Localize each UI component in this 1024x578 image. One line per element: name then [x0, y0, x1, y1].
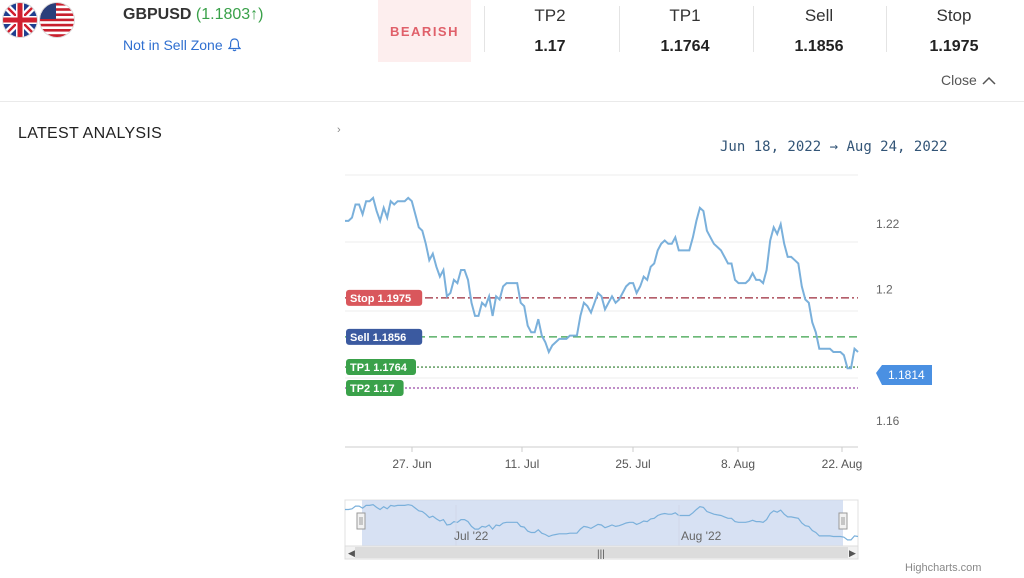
level-label: Sell 1.1856 [350, 332, 406, 344]
credits[interactable]: Highcharts.com [905, 562, 982, 574]
divider [619, 6, 620, 52]
stat-sell: Sell 1.1856 [759, 0, 879, 56]
level-label: TP1 1.1764 [350, 362, 408, 374]
date-range-arrow: → [829, 139, 839, 155]
date-range-to: Aug 24, 2022 [846, 139, 948, 155]
level-label: Stop 1.1975 [350, 293, 411, 305]
stat-value: 1.1975 [929, 38, 979, 55]
bell-icon [227, 38, 241, 52]
stat-label: Sell [804, 6, 834, 25]
chevron-right-icon[interactable]: › [337, 124, 341, 136]
current-price-flag: 1.1814 [876, 365, 932, 385]
y-tick-label: 1.22 [876, 217, 900, 231]
level-badge-stop [346, 289, 423, 306]
navigator-selection[interactable] [362, 500, 843, 546]
divider [886, 6, 887, 52]
stat-stop: Stop 1.1975 [894, 0, 1014, 56]
level-badge-tp1 [346, 359, 416, 376]
date-range-from: Jun 18, 2022 [720, 139, 822, 155]
navigator-label: Jul '22 [454, 529, 489, 543]
pair-symbol: GBPUSD [123, 6, 192, 23]
sentiment-badge: BEARISH [378, 0, 471, 62]
stat-label: TP1 [669, 6, 701, 25]
header-divider [0, 101, 1024, 102]
divider [753, 6, 754, 52]
current-price-label: 1.1814 [888, 368, 925, 382]
navigator-handle-left[interactable] [356, 512, 366, 530]
level-badge-tp2 [346, 380, 404, 397]
sell-zone-text: Not in Sell Zone [123, 37, 223, 53]
level-badge-sell [346, 328, 423, 345]
scroll-right-icon[interactable]: ▶ [849, 548, 856, 558]
chevron-up-icon [982, 76, 996, 85]
stat-value: 1.1856 [794, 38, 844, 55]
x-tick-label: 11. Jul [505, 457, 539, 471]
navigator-label: Aug '22 [681, 529, 722, 543]
x-tick-label: 27. Jun [392, 457, 431, 471]
stat-value: 1.1764 [660, 38, 710, 55]
pair-title: GBPUSD (1.1803↑) [123, 6, 264, 23]
stat-label: TP2 [534, 6, 566, 25]
divider [484, 6, 485, 52]
us-flag-icon [39, 2, 75, 38]
close-label: Close [941, 72, 977, 88]
stat-label: Stop [936, 6, 972, 25]
navigator-line [345, 504, 859, 541]
section-title: LATEST ANALYSIS [18, 125, 163, 142]
stat-tp2: TP2 1.17 [490, 0, 610, 56]
stat-tp1: TP1 1.1764 [625, 0, 745, 56]
series-line [345, 196, 859, 370]
y-tick-label: 1.2 [876, 283, 893, 297]
y-tick-label: 1.16 [876, 414, 900, 428]
scrollbar-grip-icon[interactable]: ||| [597, 549, 605, 560]
pair-price: 1.1803↑ [201, 6, 259, 23]
date-range[interactable]: Jun 18, 2022 → Aug 24, 2022 [720, 139, 948, 155]
x-tick-label: 22. Aug [822, 457, 863, 471]
x-tick-label: 25. Jul [615, 457, 650, 471]
navigator[interactable]: Jul '22 Aug '22 ◀ ▶ ||| [344, 499, 859, 560]
level-label: TP2 1.17 [350, 383, 395, 395]
scrollbar-thumb[interactable] [355, 547, 848, 558]
navigator-handle-right[interactable] [838, 512, 848, 530]
scroll-left-icon[interactable]: ◀ [348, 548, 355, 558]
close-button[interactable]: Close [941, 72, 996, 88]
stat-value: 1.17 [534, 38, 566, 55]
x-tick-label: 8. Aug [721, 457, 755, 471]
sell-zone-link[interactable]: Not in Sell Zone [123, 37, 241, 53]
